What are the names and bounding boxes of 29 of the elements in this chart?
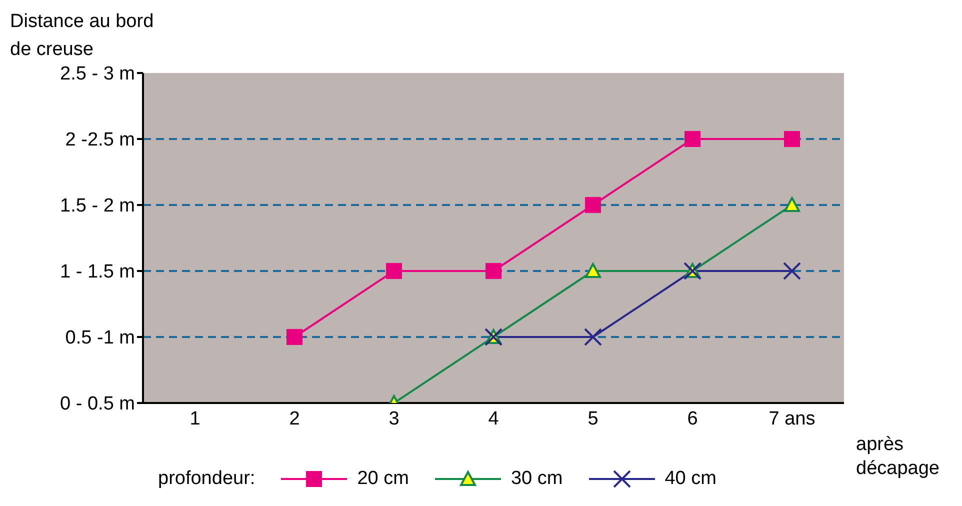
- x-tick-label: 3: [388, 408, 400, 430]
- text: 1 - 1.5 m: [60, 262, 135, 283]
- point: [486, 263, 502, 279]
- x-tick-label: 2: [289, 408, 300, 430]
- text: 1.5 - 2 m: [60, 196, 135, 217]
- x-tick-label: 7 ans: [768, 408, 816, 430]
- point: [684, 131, 700, 147]
- point: [784, 197, 800, 212]
- legend-label: 40 cm: [664, 468, 716, 490]
- point: [286, 329, 302, 345]
- x-tick-label: 6: [687, 408, 698, 430]
- text: 2.5 - 3 m: [60, 64, 135, 85]
- point: [585, 263, 601, 278]
- x-tick-label: 4: [488, 408, 500, 430]
- point: [584, 328, 602, 346]
- x-axis-title: après décapage: [856, 433, 940, 481]
- point: [386, 263, 402, 279]
- legend-title: profondeur:: [158, 468, 256, 490]
- x-tick-label: 5: [588, 408, 598, 430]
- text: 2 -2.5 m: [65, 130, 135, 151]
- point: [784, 131, 800, 147]
- x-tick-label: 1: [190, 408, 200, 430]
- legend-label: 30 cm: [510, 468, 563, 490]
- point: [783, 262, 801, 280]
- text: 0 - 0.5 m: [60, 394, 135, 415]
- legend-label: 20 cm: [357, 468, 409, 490]
- point: [585, 197, 601, 213]
- text: 0.5 -1 m: [65, 328, 135, 349]
- y-axis-title: Distance au bord de creuse: [10, 10, 154, 62]
